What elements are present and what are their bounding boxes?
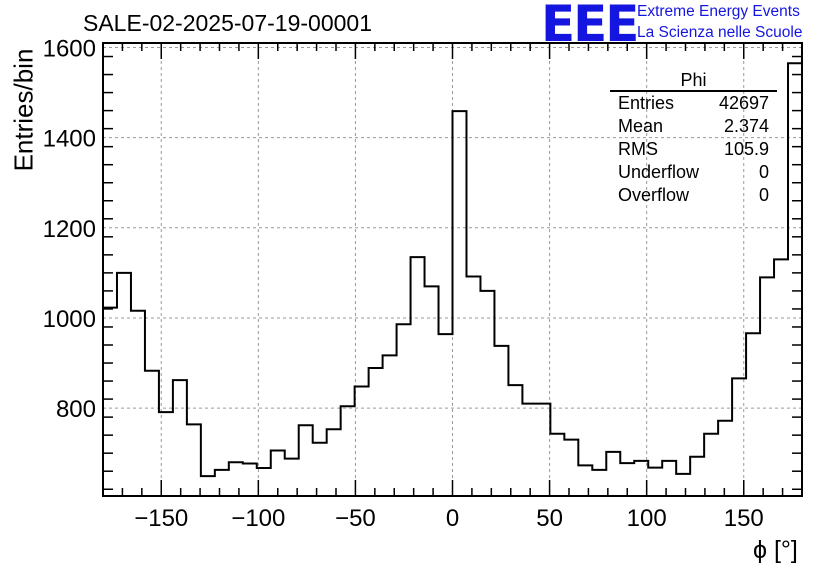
stats-value: 0 [758, 185, 769, 205]
y-tick-label: 1000 [43, 306, 96, 333]
logo-line-1: Extreme Energy Events [637, 3, 800, 20]
plot-title: SALE-02-2025-07-19-00001 [83, 10, 372, 36]
y-tick-label: 1400 [43, 126, 96, 153]
histogram-step-line [103, 62, 802, 478]
stats-title: Phi [610, 70, 777, 92]
tick-labels: −150 −100 −50 0 50 100 150 800 1000 1200 1400 1600 [43, 36, 764, 532]
y-tick-label: 1600 [43, 36, 96, 63]
x-tick-label: −150 [134, 505, 188, 532]
y-tick-label: 1200 [43, 216, 96, 243]
stats-value: 0 [758, 162, 769, 182]
stats-value: 105.9 [723, 139, 769, 159]
stats-row-underflow: Underflow 0 [610, 161, 777, 184]
stats-label: Overflow [618, 185, 690, 205]
stats-label: Underflow [618, 162, 700, 182]
stats-row-mean: Mean 2.374 [610, 115, 777, 138]
stats-row-entries: Entries 42697 [610, 92, 777, 115]
logo-line-2: La Scienza nelle Scuole [637, 24, 803, 41]
x-tick-label: −50 [335, 505, 376, 532]
y-axis-label: Entries/bin [8, 48, 39, 172]
stats-value: 2.374 [723, 116, 769, 136]
stats-row-overflow: Overflow 0 [610, 184, 777, 207]
stats-row-rms: RMS 105.9 [610, 138, 777, 161]
x-tick-label: 100 [627, 505, 667, 532]
stats-label: Mean [618, 116, 664, 136]
x-tick-label: 50 [536, 505, 563, 532]
axis-ticks [103, 43, 802, 496]
stats-label: Entries [618, 93, 675, 113]
stats-value: 42697 [718, 93, 769, 113]
x-axis-label: ϕ [°] [753, 536, 798, 564]
stats-label: RMS [618, 139, 658, 159]
stats-box: Phi Entries 42697 Mean 2.374 RMS 105.9 U… [610, 70, 777, 207]
eee-logo: EEE [541, 0, 639, 53]
x-tick-label: −100 [231, 505, 285, 532]
x-tick-label: 0 [446, 505, 459, 532]
x-tick-label: 150 [724, 505, 764, 532]
y-tick-label: 800 [56, 396, 96, 423]
